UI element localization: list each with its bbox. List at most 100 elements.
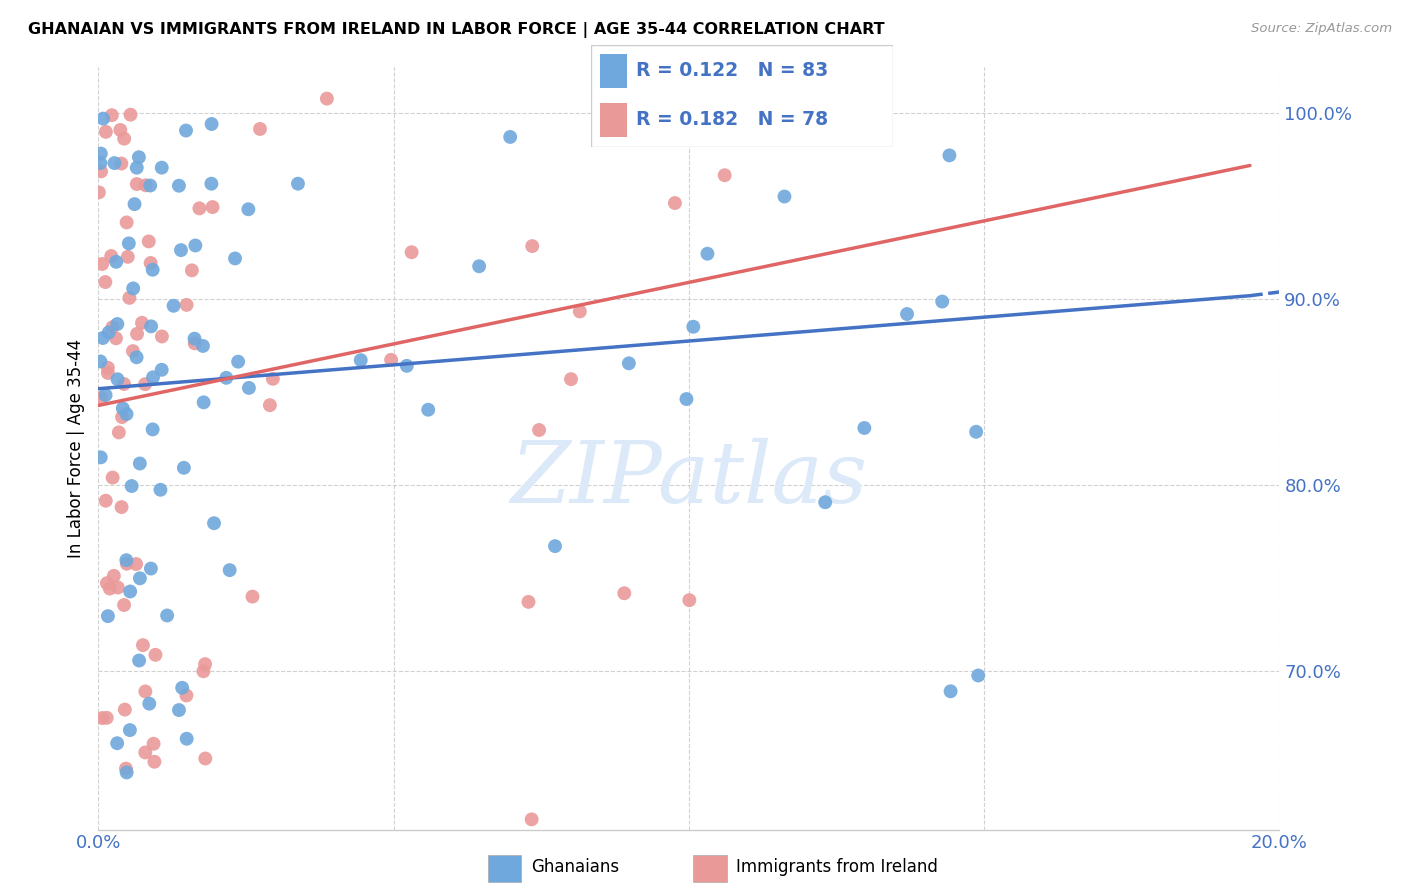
Point <box>115 215 138 229</box>
Point <box>184 238 207 252</box>
Point <box>191 339 214 353</box>
Point <box>134 377 156 392</box>
Point <box>499 130 522 145</box>
Point <box>110 500 132 514</box>
Point <box>90 450 112 465</box>
Point <box>112 377 135 392</box>
Point <box>89 354 111 368</box>
Point <box>150 329 173 343</box>
Point <box>91 257 114 271</box>
Point <box>139 256 162 270</box>
Point <box>675 392 697 406</box>
Point <box>91 711 114 725</box>
Point <box>696 246 718 260</box>
Point <box>167 703 190 717</box>
Point <box>122 281 145 295</box>
Point <box>101 320 124 334</box>
Point <box>188 202 211 216</box>
Point <box>110 123 132 137</box>
Point <box>678 593 700 607</box>
Point <box>193 665 215 679</box>
Point <box>527 423 550 437</box>
Point <box>939 684 962 698</box>
Point <box>100 249 122 263</box>
Point <box>401 245 423 260</box>
Point <box>599 108 621 122</box>
Point <box>114 703 136 717</box>
Point <box>107 581 129 595</box>
Point <box>118 723 141 737</box>
Text: Ghanaians: Ghanaians <box>531 858 619 877</box>
Point <box>176 689 198 703</box>
Point <box>118 236 141 251</box>
Point <box>121 479 143 493</box>
Point <box>183 336 205 351</box>
Point <box>128 653 150 667</box>
Point <box>94 275 117 289</box>
Point <box>617 356 640 370</box>
Point <box>134 684 156 698</box>
Point <box>94 125 117 139</box>
Point <box>965 425 987 439</box>
Point <box>104 331 127 345</box>
Point <box>517 595 540 609</box>
Point <box>128 571 150 585</box>
Point <box>142 262 165 277</box>
Point <box>200 117 222 131</box>
Point <box>120 108 142 122</box>
Point <box>120 584 142 599</box>
Text: R = 0.182   N = 78: R = 0.182 N = 78 <box>636 111 828 129</box>
Point <box>97 366 120 380</box>
Point <box>105 254 128 268</box>
Text: Immigrants from Ireland: Immigrants from Ireland <box>737 858 938 877</box>
Point <box>132 638 155 652</box>
Point <box>242 590 264 604</box>
Point <box>931 294 953 309</box>
Point <box>853 421 876 435</box>
Point <box>103 569 125 583</box>
Text: R = 0.122   N = 83: R = 0.122 N = 83 <box>636 62 828 80</box>
Point <box>167 178 190 193</box>
Point <box>613 586 636 600</box>
Point <box>97 360 120 375</box>
Point <box>202 516 225 531</box>
Point <box>287 177 309 191</box>
Point <box>201 200 224 214</box>
Point <box>90 164 112 178</box>
Point <box>395 359 418 373</box>
Point <box>94 388 117 402</box>
Point <box>183 332 205 346</box>
FancyBboxPatch shape <box>599 54 627 87</box>
Point <box>522 239 544 253</box>
Point <box>814 495 837 509</box>
Point <box>150 161 173 175</box>
Point <box>259 398 281 412</box>
Point <box>112 598 135 612</box>
Point <box>118 291 141 305</box>
Point <box>115 557 138 571</box>
Point <box>224 252 246 266</box>
Point <box>315 92 337 106</box>
Point <box>142 370 165 384</box>
FancyBboxPatch shape <box>693 855 727 881</box>
Point <box>131 316 153 330</box>
Point <box>664 196 686 211</box>
Point <box>145 648 167 662</box>
Point <box>101 470 124 484</box>
Point <box>94 493 117 508</box>
FancyBboxPatch shape <box>591 45 893 147</box>
Point <box>96 576 118 591</box>
Point <box>139 319 162 334</box>
Point <box>125 557 148 571</box>
Point <box>91 112 114 126</box>
Point <box>350 353 373 368</box>
Point <box>544 539 567 553</box>
Point <box>111 410 134 425</box>
Point <box>713 168 735 182</box>
Point <box>194 751 217 765</box>
Point <box>115 762 138 776</box>
Point <box>194 657 217 672</box>
Point <box>200 177 222 191</box>
Point <box>643 107 665 121</box>
Point <box>90 146 112 161</box>
